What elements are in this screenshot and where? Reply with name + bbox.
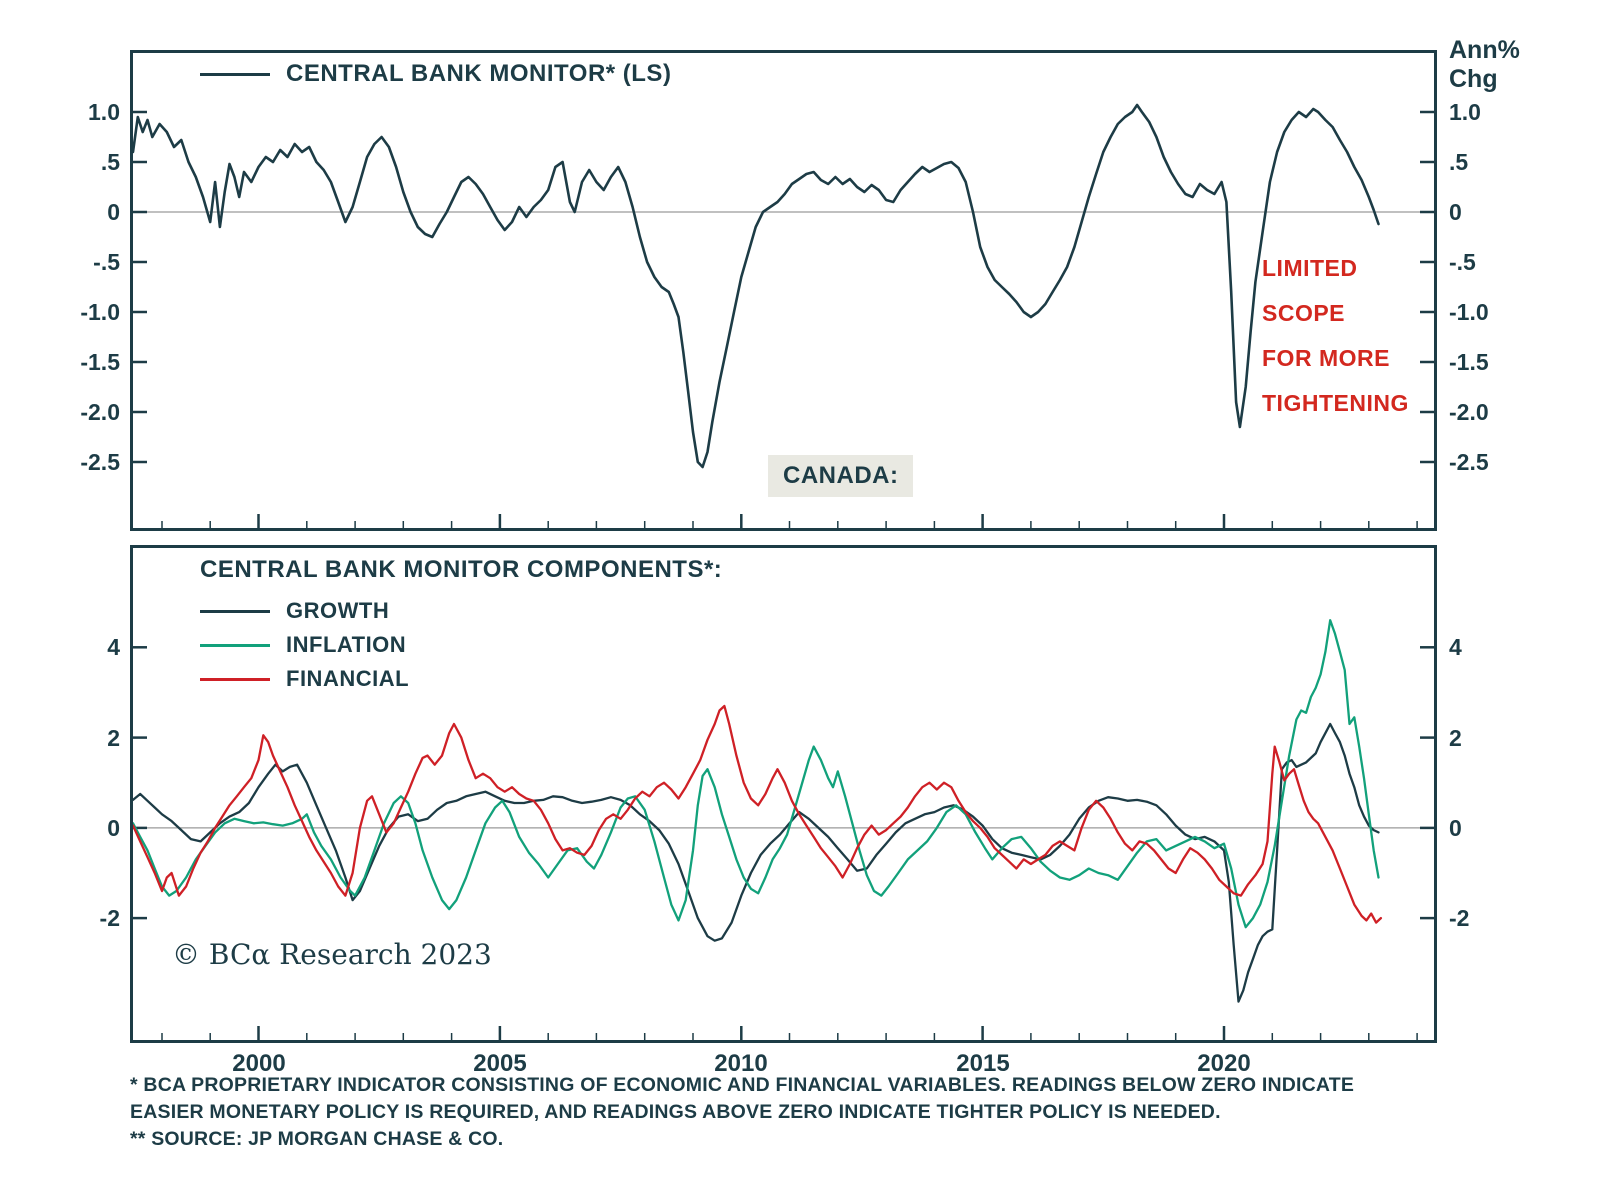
region-label: CANADA:	[768, 455, 914, 497]
legend-item-inflation: INFLATION	[200, 628, 722, 662]
y-tick-label-right: -2.0	[1449, 399, 1489, 425]
y-tick-label-right: -1.5	[1449, 349, 1489, 375]
y-tick-label-right: 4	[1449, 634, 1462, 660]
inflation-line-swatch	[200, 643, 270, 647]
legend-item-growth: GROWTH	[200, 594, 722, 628]
y-tick-label-left: 0	[107, 199, 120, 225]
footnote-line1: * BCA PROPRIETARY INDICATOR CONSISTING O…	[130, 1074, 1355, 1096]
bca-research-watermark: © BCα Research 2023	[172, 938, 492, 971]
y-tick-label-right: -1.0	[1449, 299, 1489, 325]
right-axis-title-line1: Ann%	[1449, 36, 1520, 64]
bottom-legend-title: CENTRAL BANK MONITOR COMPONENTS*:	[200, 556, 723, 583]
monitor-line-swatch	[200, 72, 270, 76]
growth-line-swatch	[200, 609, 270, 613]
y-tick-label-left: 1.0	[88, 99, 120, 125]
footnote-line3: ** SOURCE: JP MORGAN CHASE & CO.	[130, 1128, 504, 1150]
financial-line-swatch	[200, 677, 270, 681]
annotation-line1: LIMITED	[1262, 255, 1358, 281]
y-tick-label-right: 0	[1449, 815, 1462, 841]
y-tick-label-right: -2	[1449, 905, 1470, 931]
y-tick-label-left: -2.5	[80, 449, 120, 475]
bottom-chart-canvas	[133, 619, 1434, 1040]
y-tick-label-left: .5	[100, 149, 120, 175]
y-tick-label-left: 2	[107, 725, 120, 751]
bottom-legend: CENTRAL BANK MONITOR COMPONENTS*: GROWTH…	[200, 556, 722, 696]
y-tick-label-right: -2.5	[1449, 449, 1489, 475]
financial-legend-label: FINANCIAL	[286, 666, 410, 691]
top-legend-label: CENTRAL BANK MONITOR* (LS)	[286, 60, 672, 87]
top-panel	[130, 50, 1437, 531]
annotation-line3: FOR MORE	[1262, 345, 1390, 371]
bottom-panel	[130, 545, 1437, 1043]
annotation-line2: SCOPE	[1262, 300, 1346, 326]
growth-legend-label: GROWTH	[286, 598, 390, 623]
y-tick-label-right: 2	[1449, 725, 1462, 751]
footnote-line2: EASIER MONETARY POLICY IS REQUIRED, AND …	[130, 1101, 1221, 1123]
y-tick-label-right: 1.0	[1449, 99, 1481, 125]
y-tick-label-left: -2	[99, 905, 120, 931]
inflation-legend-label: INFLATION	[286, 632, 407, 657]
y-tick-label-right: -.5	[1449, 249, 1476, 275]
right-axis-title: Ann% Chg	[1449, 36, 1520, 94]
y-tick-label-left: -1.5	[80, 349, 120, 375]
y-tick-label-left: 0	[107, 815, 120, 841]
y-tick-label-left: 4	[107, 634, 120, 660]
y-tick-label-left: -1.0	[80, 299, 120, 325]
annotation-line4: TIGHTENING	[1262, 390, 1409, 416]
legend-item-financial: FINANCIAL	[200, 662, 722, 696]
y-tick-label-left: -.5	[93, 249, 120, 275]
limited-scope-annotation: LIMITED SCOPE FOR MORE TIGHTENING	[1262, 246, 1409, 426]
top-legend: CENTRAL BANK MONITOR* (LS)	[200, 60, 671, 88]
y-tick-label-right: 0	[1449, 199, 1462, 225]
right-axis-title-line2: Chg	[1449, 65, 1498, 93]
y-tick-label-left: -2.0	[80, 399, 120, 425]
footnotes: * BCA PROPRIETARY INDICATOR CONSISTING O…	[130, 1072, 1550, 1153]
top-chart-canvas	[133, 103, 1434, 528]
y-tick-label-right: .5	[1449, 149, 1469, 175]
